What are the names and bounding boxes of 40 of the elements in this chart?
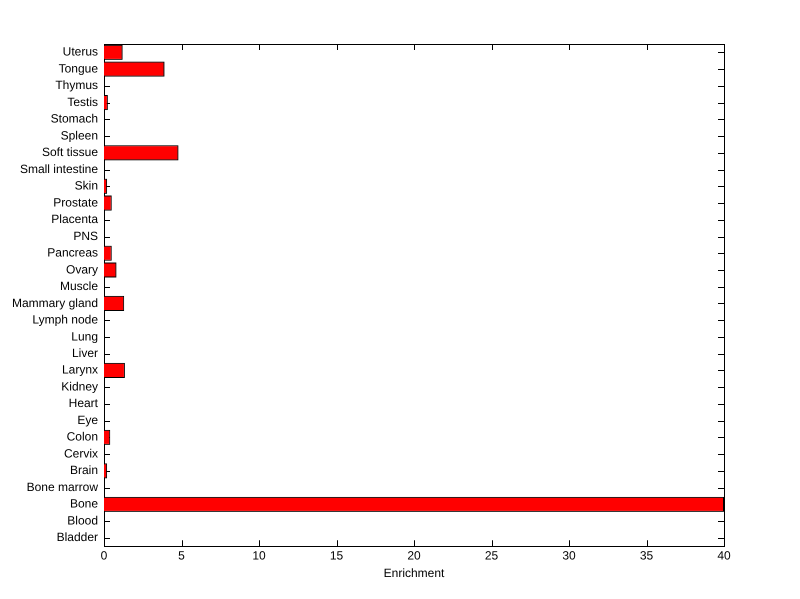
y-tick-label: Soft tissue [42, 145, 98, 160]
x-tick-label: 10 [252, 548, 266, 563]
y-tick-label: Small intestine [20, 162, 98, 176]
x-tick-label: 0 [100, 548, 108, 563]
y-tick-label: Heart [68, 396, 99, 410]
x-tick-label: 25 [484, 548, 498, 563]
y-tick-label: Uterus [62, 44, 98, 59]
y-tick-label: Placenta [51, 212, 98, 226]
y-tick-label: Kidney [61, 379, 98, 394]
y-tick-label: Testis [67, 94, 98, 109]
y-tick-label: Pancreas [47, 246, 98, 260]
y-tick-label: Bone marrow [26, 480, 98, 494]
y-tick-label: Bone [70, 496, 98, 511]
y-tick-label: Spleen [60, 128, 98, 142]
y-tick-label: Blood [67, 513, 98, 528]
x-tick-label: 40 [717, 548, 731, 563]
y-tick-label: Mammary gland [12, 296, 98, 310]
x-axis-title: Enrichment [384, 566, 446, 580]
y-tick-label: Brain [70, 463, 98, 478]
y-tick-label: Bladder [56, 530, 98, 544]
y-tick-label: Muscle [60, 279, 98, 294]
y-tick-label: Prostate [53, 195, 98, 210]
y-tick-label: Thymus [55, 78, 98, 92]
y-tick-label: Lymph node [32, 312, 98, 327]
y-tick-label: PNS [73, 228, 98, 243]
y-tick-label: Eye [77, 412, 98, 427]
x-tick-label: 5 [178, 548, 186, 563]
y-tick-label: Stomach [50, 112, 98, 126]
x-tick-label: 35 [640, 548, 654, 563]
y-tick-label: Larynx [62, 362, 98, 377]
y-tick-label: Lung [71, 329, 98, 344]
y-tick-label: Ovary [66, 262, 98, 276]
x-tick-label: 30 [562, 548, 576, 563]
x-tick-label: 20 [407, 548, 421, 563]
y-tick-label: Liver [72, 346, 98, 360]
y-tick-label: Tongue [58, 61, 98, 76]
y-tick-label: Colon [66, 430, 98, 444]
y-tick-label: Skin [74, 178, 98, 193]
x-tick-label: 15 [330, 548, 344, 563]
y-tick-label: Cervix [64, 446, 98, 460]
